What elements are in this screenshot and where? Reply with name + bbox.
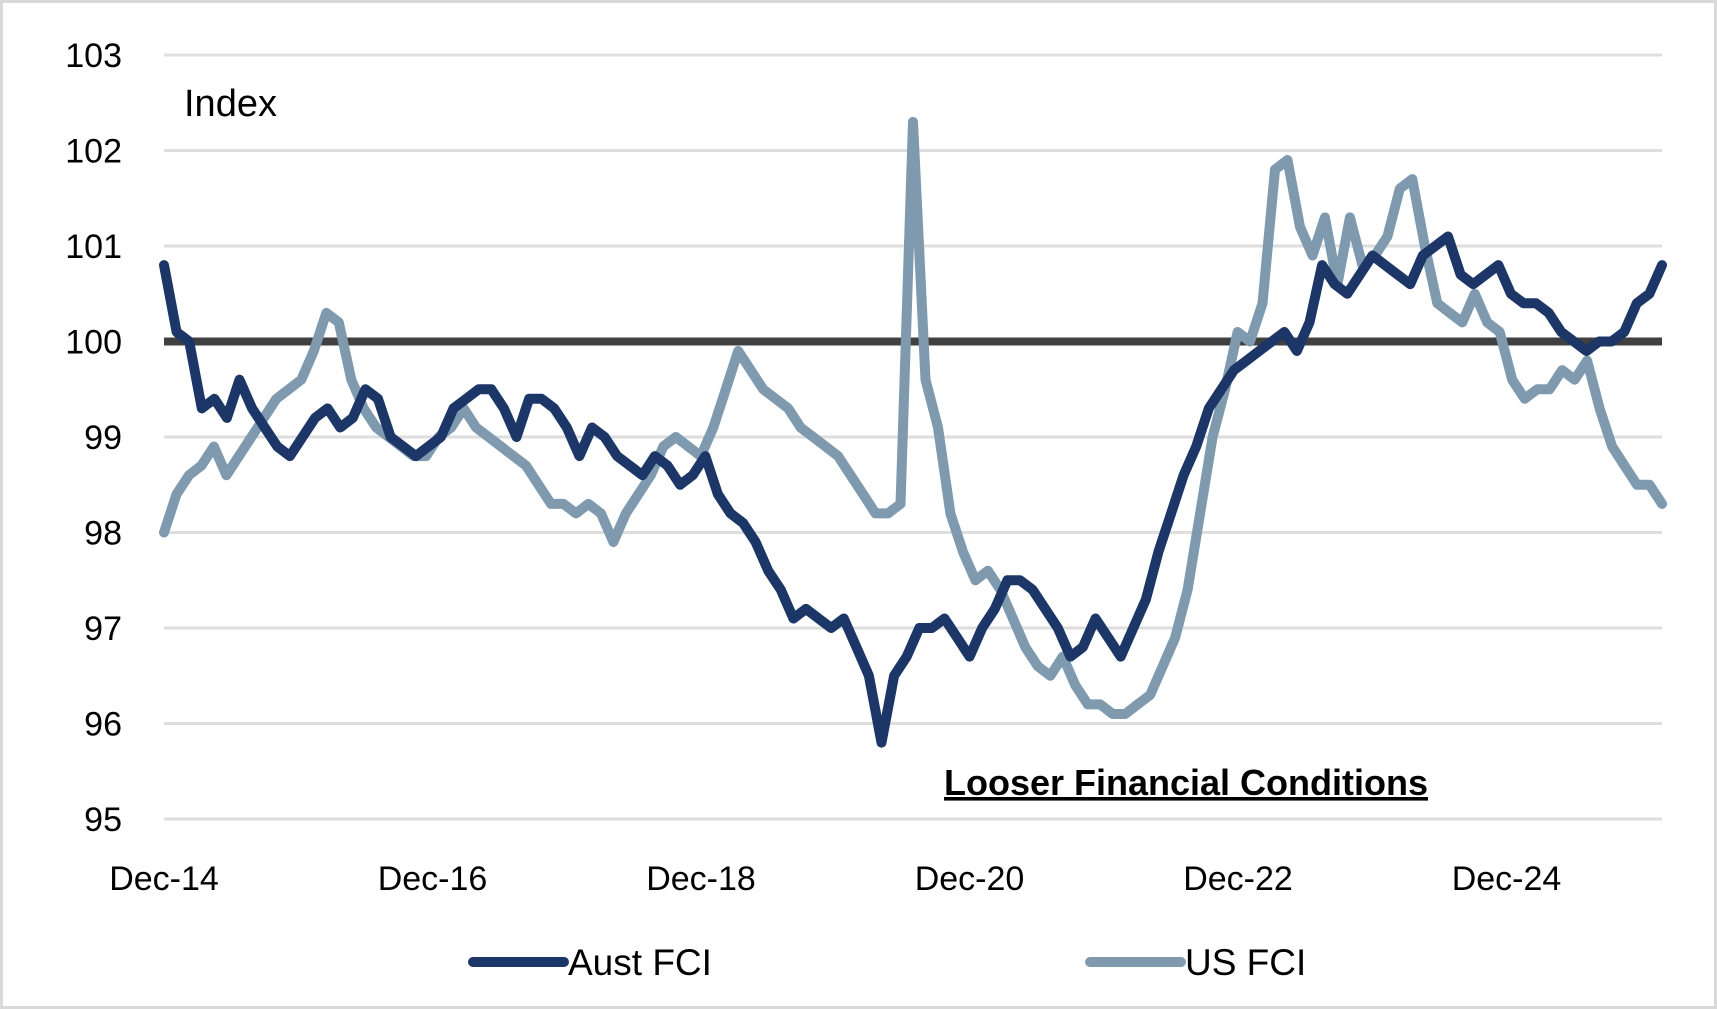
x-tick-label-dec-24: Dec-24	[1452, 860, 1562, 898]
y-axis-label: Index	[184, 83, 277, 125]
x-tick-label-dec-14: Dec-14	[109, 860, 219, 898]
x-tick-label-dec-18: Dec-18	[646, 860, 756, 898]
y-axis-tick-labels: 103 102 101 100 99 98 97 96 95	[65, 37, 122, 839]
x-tick-label-dec-22: Dec-22	[1183, 860, 1293, 898]
y-tick-label-102: 102	[65, 133, 122, 171]
y-tick-label-97: 97	[84, 610, 122, 648]
legend-label-aust-fci: Aust FCI	[568, 942, 712, 983]
looser-conditions-annotation: Looser Financial Conditions	[944, 762, 1428, 803]
legend-label-us-fci: US FCI	[1185, 942, 1306, 983]
legend: Aust FCI US FCI	[468, 942, 1306, 983]
x-axis-tick-labels: Dec-14 Dec-16 Dec-18 Dec-20 Dec-22 Dec-24	[109, 860, 1561, 898]
y-tick-label-99: 99	[84, 419, 122, 457]
y-tick-label-95: 95	[84, 801, 122, 839]
y-tick-label-101: 101	[65, 228, 122, 266]
legend-item-aust-fci: Aust FCI	[468, 942, 712, 983]
y-tick-label-100: 100	[65, 324, 122, 362]
y-tick-label-103: 103	[65, 37, 122, 75]
legend-item-us-fci: US FCI	[1085, 942, 1306, 983]
series-lines	[159, 116, 1667, 748]
x-tick-label-dec-20: Dec-20	[915, 860, 1025, 898]
y-tick-label-96: 96	[84, 706, 122, 744]
x-tick-label-dec-16: Dec-16	[378, 860, 488, 898]
series-line-aust-fci	[159, 231, 1667, 748]
y-tick-label-98: 98	[84, 515, 122, 553]
gridlines	[164, 53, 1662, 821]
